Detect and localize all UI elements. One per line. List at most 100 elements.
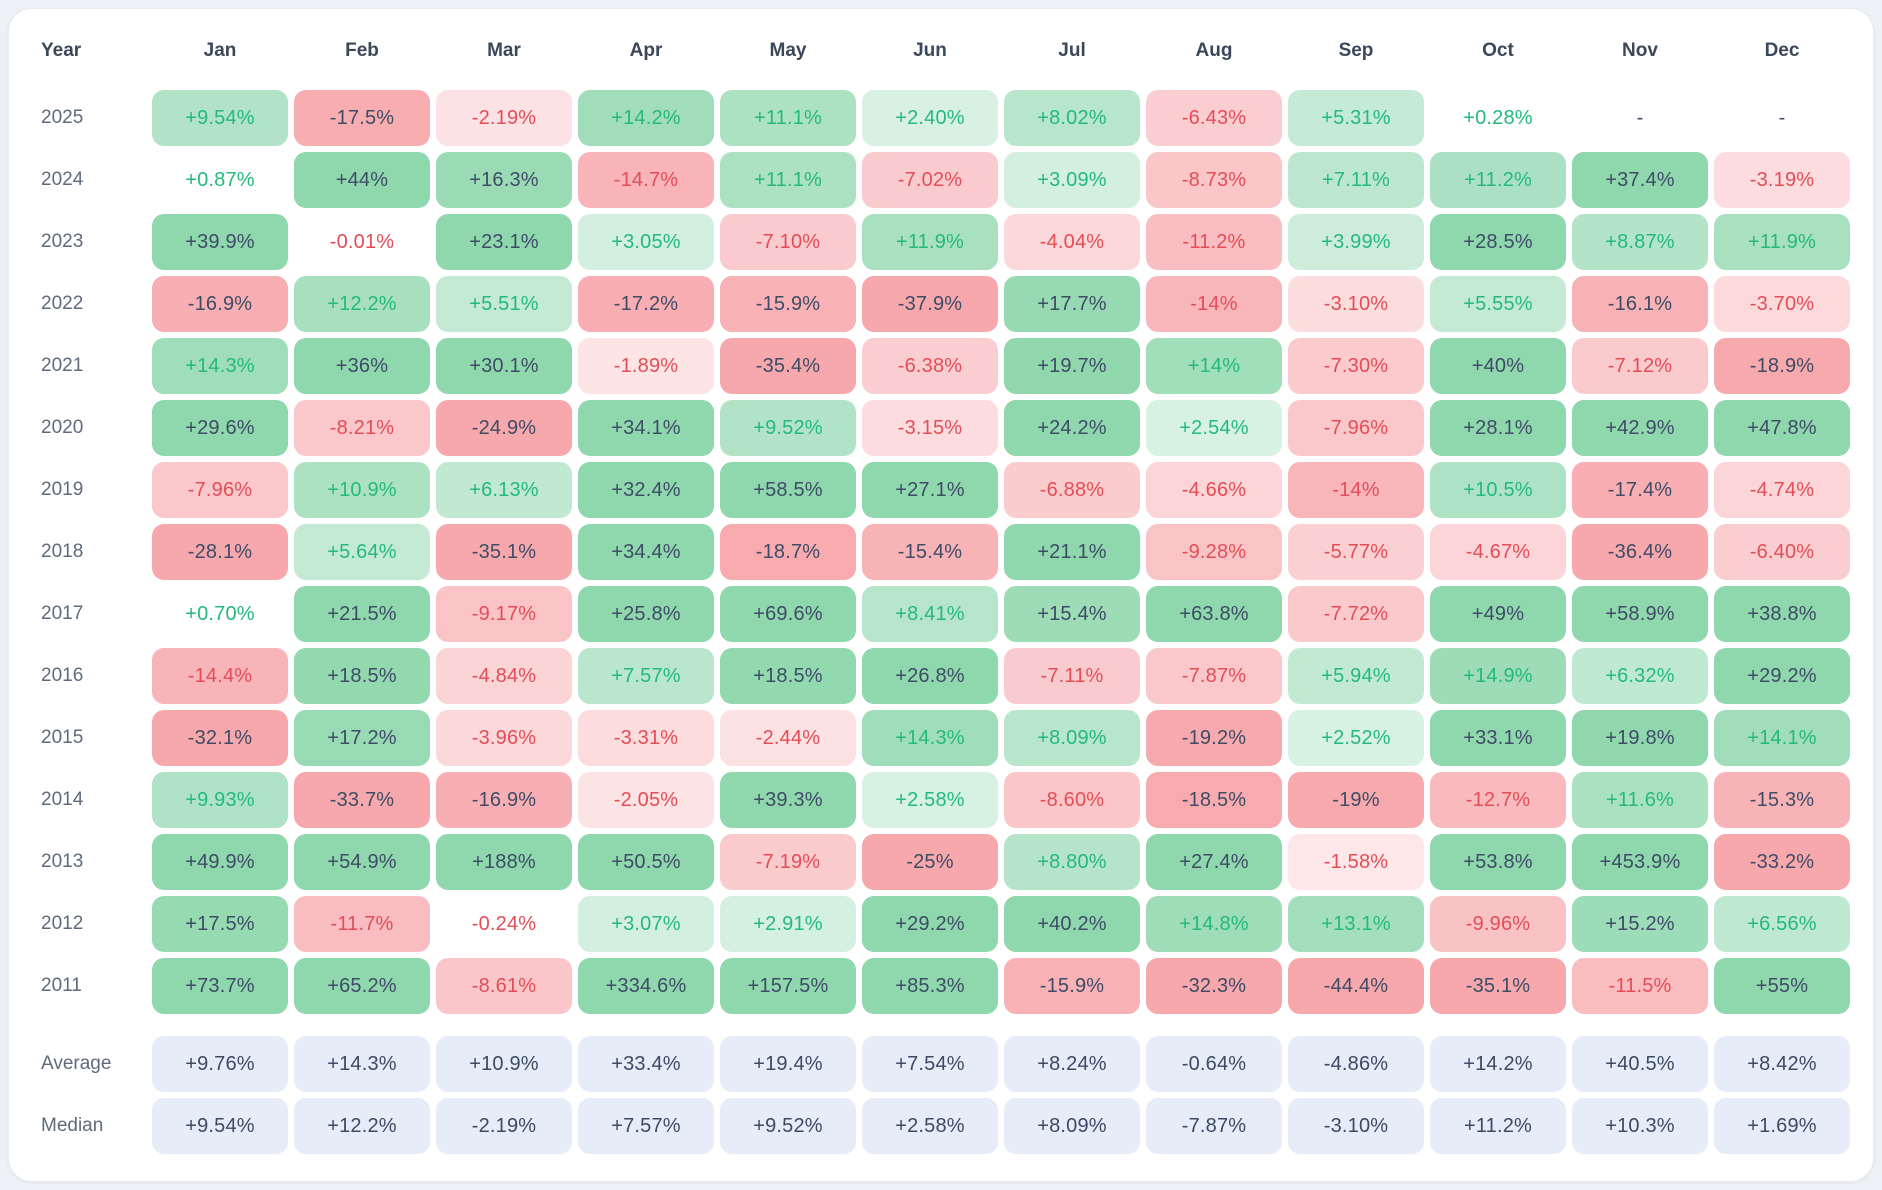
return-cell: +334.6% (575, 955, 717, 1017)
return-pill: +17.2% (294, 710, 430, 766)
return-pill: +44% (294, 152, 430, 208)
return-pill: -3.70% (1714, 276, 1850, 332)
return-cell: +21.5% (291, 583, 433, 645)
return-pill: +63.8% (1146, 586, 1282, 642)
return-pill: +14.9% (1430, 648, 1566, 704)
return-cell: +9.54% (149, 87, 291, 149)
return-pill: +6.56% (1714, 896, 1850, 952)
summary-return-pill: +40.5% (1572, 1036, 1708, 1092)
return-cell: +14.2% (1427, 1033, 1569, 1095)
return-cell: +14.3% (149, 335, 291, 397)
return-pill: +9.93% (152, 772, 288, 828)
return-cell: +73.7% (149, 955, 291, 1017)
return-pill: -8.60% (1004, 772, 1140, 828)
return-pill: +73.7% (152, 958, 288, 1014)
return-pill: -15.9% (1004, 958, 1140, 1014)
return-cell: -8.60% (1001, 769, 1143, 831)
table-row: 2022 -16.9% +12.2% +5.51% -17.2% -15.9% -37.9%… (29, 273, 1853, 335)
month-column-header: May (769, 40, 807, 61)
year-label: 2013 (41, 851, 84, 872)
return-cell: +5.94% (1285, 645, 1427, 707)
return-pill: -3.96% (436, 710, 572, 766)
summary-return-pill: +2.58% (862, 1098, 998, 1154)
return-cell: +8.42% (1711, 1033, 1853, 1095)
return-pill: -7.87% (1146, 648, 1282, 704)
return-cell: +40.2% (1001, 893, 1143, 955)
return-cell: +6.56% (1711, 893, 1853, 955)
return-pill: -15.9% (720, 276, 856, 332)
return-cell: +8.24% (1001, 1033, 1143, 1095)
table-row: 2016 -14.4% +18.5% -4.84% +7.57% +18.5% +26.8%… (29, 645, 1853, 707)
return-cell: +5.64% (291, 521, 433, 583)
return-cell: -44.4% (1285, 955, 1427, 1017)
return-cell: -2.44% (717, 707, 859, 769)
table-row: 2013 +49.9% +54.9% +188% +50.5% -7.19% -25% +8.… (29, 831, 1853, 893)
return-pill: -11.2% (1146, 214, 1282, 270)
summary-return-pill: +33.4% (578, 1036, 714, 1092)
return-cell: - (1569, 87, 1711, 149)
return-pill: +65.2% (294, 958, 430, 1014)
return-pill: -7.11% (1004, 648, 1140, 704)
return-pill: +29.2% (862, 896, 998, 952)
return-pill: +38.8% (1714, 586, 1850, 642)
return-pill: +13.1% (1288, 896, 1424, 952)
return-cell: +10.9% (433, 1033, 575, 1095)
return-cell: +18.5% (717, 645, 859, 707)
return-cell: +2.52% (1285, 707, 1427, 769)
return-pill: +8.09% (1004, 710, 1140, 766)
return-cell: +85.3% (859, 955, 1001, 1017)
return-cell: +34.1% (575, 397, 717, 459)
return-pill: -37.9% (862, 276, 998, 332)
return-cell: +8.09% (1001, 707, 1143, 769)
return-pill: -19% (1288, 772, 1424, 828)
return-pill: +16.3% (436, 152, 572, 208)
year-label: 2018 (41, 541, 84, 562)
return-pill: +11.1% (720, 90, 856, 146)
return-cell: +58.9% (1569, 583, 1711, 645)
return-pill: +9.54% (152, 90, 288, 146)
return-cell: -15.9% (1001, 955, 1143, 1017)
return-cell: +14.2% (575, 87, 717, 149)
return-cell: -7.96% (1285, 397, 1427, 459)
return-cell: +37.4% (1569, 149, 1711, 211)
return-pill: +453.9% (1572, 834, 1708, 890)
return-pill: - (1778, 106, 1786, 129)
return-cell: -18.9% (1711, 335, 1853, 397)
table-row: 2020 +29.6% -8.21% -24.9% +34.1% +9.52% -3.15%… (29, 397, 1853, 459)
return-pill: +58.9% (1572, 586, 1708, 642)
return-cell: -17.2% (575, 273, 717, 335)
return-pill: -14.4% (152, 648, 288, 704)
year-column-header: Year (41, 40, 82, 61)
return-cell: -1.58% (1285, 831, 1427, 893)
summary-return-pill: +1.69% (1714, 1098, 1850, 1154)
return-cell: +2.58% (859, 1095, 1001, 1157)
return-pill: -8.61% (436, 958, 572, 1014)
return-cell: +10.9% (291, 459, 433, 521)
return-cell: -33.2% (1711, 831, 1853, 893)
return-pill: -33.2% (1714, 834, 1850, 890)
return-pill: -15.3% (1714, 772, 1850, 828)
summary-row: Average +9.76% +14.3% +10.9% +33.4% +19.4% +7.… (29, 1033, 1853, 1095)
return-cell: +58.5% (717, 459, 859, 521)
return-pill: -0.01% (329, 230, 395, 253)
return-cell: +29.6% (149, 397, 291, 459)
return-pill: -25% (862, 834, 998, 890)
month-column-header: Sep (1338, 40, 1374, 61)
return-cell: +6.32% (1569, 645, 1711, 707)
return-cell: +34.4% (575, 521, 717, 583)
return-cell: -17.4% (1569, 459, 1711, 521)
return-pill: +8.41% (862, 586, 998, 642)
return-pill: -18.7% (720, 524, 856, 580)
return-cell: +26.8% (859, 645, 1001, 707)
return-cell: -2.19% (433, 1095, 575, 1157)
return-pill: -7.10% (720, 214, 856, 270)
return-pill: -7.96% (1288, 400, 1424, 456)
return-pill: +19.7% (1004, 338, 1140, 394)
return-cell: +24.2% (1001, 397, 1143, 459)
return-pill: -8.73% (1146, 152, 1282, 208)
return-cell: +40.5% (1569, 1033, 1711, 1095)
table-row: 2014 +9.93% -33.7% -16.9% -2.05% +39.3% +2.58%… (29, 769, 1853, 831)
return-cell: -6.43% (1143, 87, 1285, 149)
monthly-returns-card: Year Jan Feb Mar Apr May Jun Jul Aug Sep Oct Nov De… (8, 8, 1874, 1182)
return-pill: -16.1% (1572, 276, 1708, 332)
